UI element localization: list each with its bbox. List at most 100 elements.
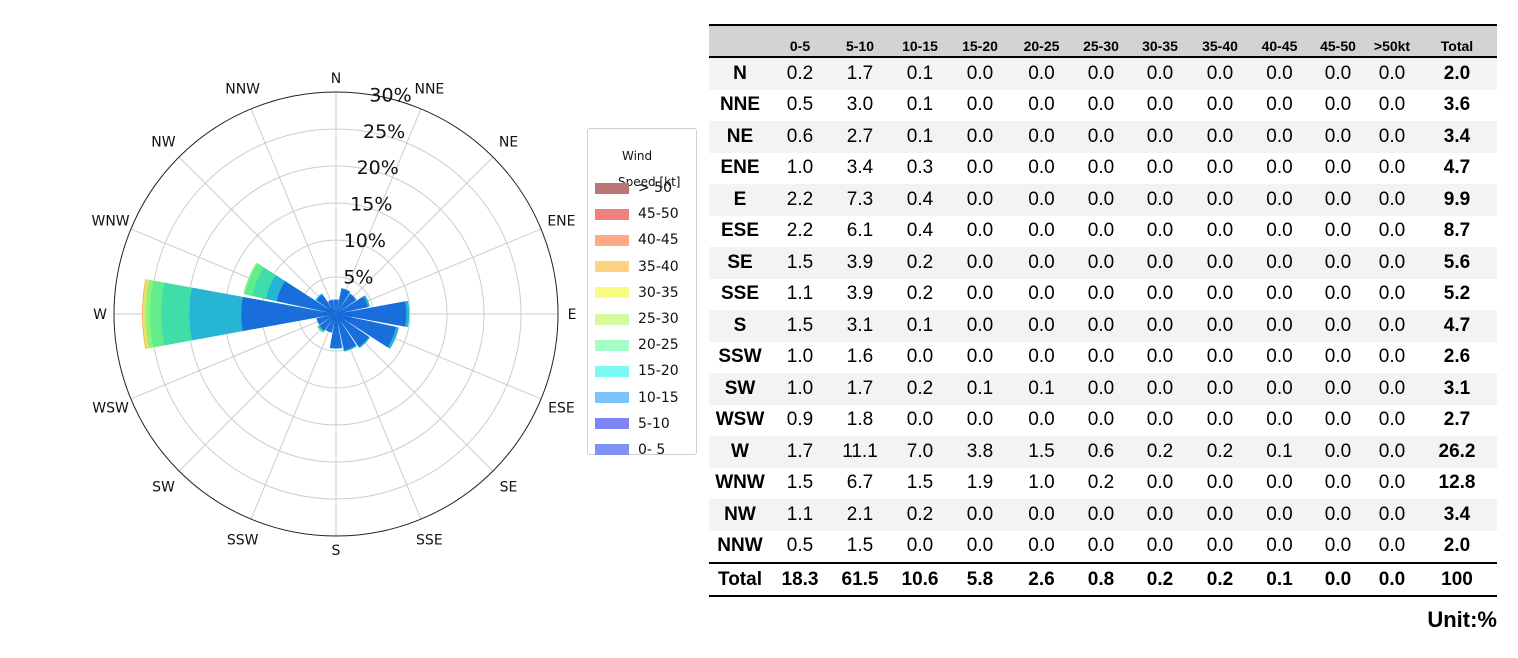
table-cell: 0.0 [1087, 251, 1115, 273]
table-cell: 0.0 [1378, 503, 1406, 525]
table-cell: 0.0 [1206, 62, 1234, 84]
table-cell: 0.0 [1206, 94, 1234, 116]
table-cell: 0.0 [1266, 503, 1293, 525]
column-header: Total [1440, 38, 1474, 54]
table-cell: 0.0 [1378, 472, 1406, 494]
row-total: 3.1 [1443, 377, 1471, 399]
table-cell: 1.0 [786, 157, 814, 179]
legend-label: 25-30 [638, 311, 679, 328]
table-cell: 0.0 [966, 62, 994, 84]
table-cell: 0.0 [1266, 251, 1293, 273]
table-cell: 0.0 [1087, 62, 1115, 84]
direction-label: SE [500, 480, 518, 496]
legend-label: 30-35 [638, 284, 679, 301]
rose-sector-se-bin-0 [336, 314, 346, 324]
table-cell: 2.2 [786, 188, 814, 210]
table-cell: 0.0 [1087, 377, 1115, 399]
rose-sector-ene-bin-0 [336, 309, 344, 314]
table-cell: 0.0 [1087, 125, 1115, 147]
table-cell: 1.9 [966, 472, 994, 494]
rose-sector-wsw-bin-0 [329, 314, 336, 318]
row-total: 4.7 [1443, 157, 1471, 179]
legend: Wind Speed [kt] > 50 45-50 40-45 35-40 30-35… [587, 128, 697, 458]
table-cell: 0.0 [1266, 157, 1293, 179]
table-cell: 0.5 [786, 535, 814, 557]
table-cell: 2.2 [786, 220, 814, 242]
legend-entry: 10-15 [595, 385, 679, 411]
table-cell: 0.0 [966, 188, 994, 210]
table-cell: 0.0 [1206, 472, 1234, 494]
table-cell: 0.2 [1087, 472, 1115, 494]
row-direction: N [733, 62, 747, 84]
table-cell: 0.0 [1028, 251, 1055, 273]
rose-radial-labels: 5% 10% 15% 20% 25% 30% [343, 84, 411, 288]
table-row: NE 0.6 2.7 0.1 0.0 0.0 0.0 0.0 0.0 0.0 0.0 0.0 3.4 [709, 121, 1497, 153]
table-cell: 0.0 [1206, 377, 1234, 399]
table-cell: 0.1 [906, 314, 934, 336]
table-cell: 0.0 [1266, 472, 1293, 494]
row-direction: SE [727, 251, 753, 273]
table-cell: 0.2 [906, 283, 934, 305]
rose-sector-ese-bin-1 [336, 314, 397, 348]
rose-sector-ne-bin-1 [336, 293, 357, 314]
total-cell: 0.2 [1206, 568, 1234, 590]
table-cell: 3.9 [846, 251, 874, 273]
table-cell: 0.0 [1378, 440, 1406, 462]
table-cell: 0.0 [1266, 283, 1293, 305]
table-cell: 0.0 [1146, 125, 1174, 147]
table-cell: 0.0 [966, 220, 994, 242]
table-cell: 0.0 [1146, 283, 1174, 305]
table-cell: 0.5 [786, 94, 814, 116]
rose-sector-n-bin-1 [333, 299, 339, 314]
table-cell: 0.0 [1087, 157, 1115, 179]
table-cell: 0.0 [1266, 125, 1293, 147]
table-cell: 0.0 [1378, 251, 1406, 273]
legend-swatch [595, 418, 629, 430]
table-cell: 3.9 [846, 283, 874, 305]
table-cell: 0.0 [1146, 62, 1174, 84]
column-header: >50kt [1373, 38, 1411, 54]
table-cell: 6.7 [846, 472, 874, 494]
table-cell: 0.0 [966, 346, 994, 368]
table-cell: 0.0 [1087, 346, 1115, 368]
table-cell: 0.0 [1146, 472, 1174, 494]
legend-title-line-2: Speed [kt] [618, 175, 681, 189]
legend-entry: 15-20 [595, 358, 679, 384]
table-cell: 0.0 [1146, 503, 1174, 525]
table-cell: 0.0 [1206, 251, 1234, 273]
table-cell: 0.6 [1087, 440, 1115, 462]
table-cell: 0.0 [1266, 314, 1293, 336]
table-cell: 0.0 [1028, 503, 1055, 525]
rose-sector-sse-bin-0 [336, 314, 341, 322]
table-cell: 0.4 [906, 220, 934, 242]
table-cell: 0.0 [1266, 220, 1293, 242]
row-direction: WNW [715, 472, 765, 494]
table-row: W 1.7 11.1 7.0 3.8 1.5 0.6 0.2 0.2 0.1 0.0 0.0 26.2 [709, 436, 1497, 468]
legend-label: 45-50 [638, 206, 679, 223]
legend-swatch [595, 313, 629, 325]
table-cell: 1.1 [786, 503, 814, 525]
row-direction: S [733, 314, 747, 336]
legend-entry: 5-10 [595, 411, 679, 437]
table-cell: 0.0 [1266, 535, 1293, 557]
table-cell: 0.0 [1146, 220, 1174, 242]
table-cell: 0.0 [906, 346, 934, 368]
legend-entry: 20-25 [595, 332, 679, 358]
table-cell: 1.6 [846, 346, 874, 368]
legend-label: 10-15 [638, 389, 679, 406]
row-direction: SSW [718, 346, 762, 368]
legend-swatch [595, 234, 629, 246]
legend-entry: > 50 [595, 175, 679, 201]
rose-sector-wnw-bin-0 [325, 307, 336, 314]
table-cell: 0.0 [1087, 188, 1115, 210]
table-cell: 0.0 [1324, 503, 1352, 525]
table-row: SE 1.5 3.9 0.2 0.0 0.0 0.0 0.0 0.0 0.0 0.0 0.0 5.6 [709, 247, 1497, 279]
table-cell: 0.9 [786, 409, 814, 431]
legend-swatch [595, 444, 629, 456]
column-header: 40-45 [1261, 38, 1298, 54]
table-cell: 0.0 [1324, 314, 1352, 336]
table-row: NW 1.1 2.1 0.2 0.0 0.0 0.0 0.0 0.0 0.0 0.0 0.0 3.4 [709, 499, 1497, 531]
table-cell: 0.0 [1146, 94, 1174, 116]
column-header: 20-25 [1023, 38, 1060, 54]
table-cell: 0.0 [1324, 251, 1352, 273]
